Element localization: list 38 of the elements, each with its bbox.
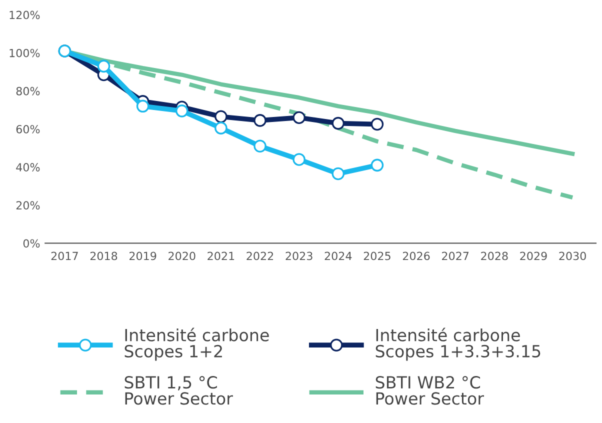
legend-label: SBTI 1,5 °C Power Sector [124,376,233,405]
point [332,167,345,180]
point [292,111,306,124]
legend-label: Intensité carbone Scopes 1+3.3+3.15 [376,328,540,361]
x-tick-label: 2028 [481,252,508,260]
x-tick-label: 2024 [324,252,352,260]
legend-label: SBTI WB2 °C Power Sector [376,376,484,405]
point [175,104,188,118]
x-tick-label: 2022 [246,252,274,260]
legend-label: Intensité carbone Scopes 1+2 [124,328,269,361]
point [332,116,345,130]
point [370,118,384,131]
x-tick-label: 2025 [364,252,390,260]
x-tick-label: 2020 [168,252,196,260]
point [254,140,266,153]
x-tick-label: 2019 [129,252,156,260]
point [214,110,228,124]
point [254,114,266,127]
y-tick-label: 20% [16,201,40,210]
point [292,153,306,166]
x-tick-label: 2029 [520,252,547,260]
x-tick-label: 2017 [51,252,78,260]
x-tick-label: 2021 [208,252,234,260]
point [214,122,228,134]
y-tick-label: 60% [16,124,40,134]
point [136,100,150,113]
point [97,60,110,73]
x-tick-label: 2027 [442,252,469,260]
y-tick-label: 100% [10,48,40,58]
x-tick-label: 2030 [559,252,586,260]
y-tick-label: 120% [10,10,40,20]
y-tick-label: 40% [16,163,40,172]
y-tick-label: 0% [23,239,40,248]
x-tick-label: 2026 [402,252,430,260]
point [370,158,384,172]
y-tick-label: 80% [16,86,40,96]
x-tick-label: 2018 [90,252,118,260]
x-tick-label: 2023 [286,252,312,260]
